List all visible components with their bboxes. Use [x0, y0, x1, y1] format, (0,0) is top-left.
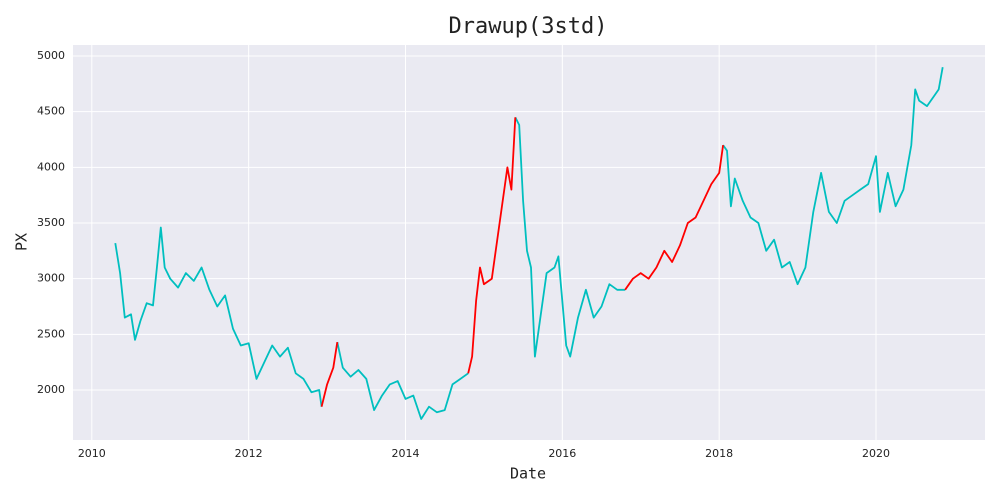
y-tick-label: 2000: [37, 383, 65, 396]
y-axis-label: PX: [13, 233, 31, 251]
y-tick-label: 4000: [37, 160, 65, 173]
x-tick-label: 2014: [391, 447, 419, 460]
y-tick-label: 3500: [37, 216, 65, 229]
x-tick-label: 2018: [705, 447, 733, 460]
chart-title: Drawup(3std): [449, 14, 608, 39]
x-tick-label: 2016: [548, 447, 576, 460]
y-tick-label: 3000: [37, 272, 65, 285]
x-tick-label: 2010: [78, 447, 106, 460]
plot-area: [73, 45, 985, 440]
x-tick-label: 2020: [862, 447, 890, 460]
x-tick-label: 2012: [235, 447, 263, 460]
y-tick-label: 4500: [37, 105, 65, 118]
x-axis-label: Date: [510, 465, 546, 483]
series-line: [320, 117, 724, 407]
series-line: [114, 67, 944, 420]
y-tick-label: 2500: [37, 327, 65, 340]
y-tick-label: 5000: [37, 49, 65, 62]
